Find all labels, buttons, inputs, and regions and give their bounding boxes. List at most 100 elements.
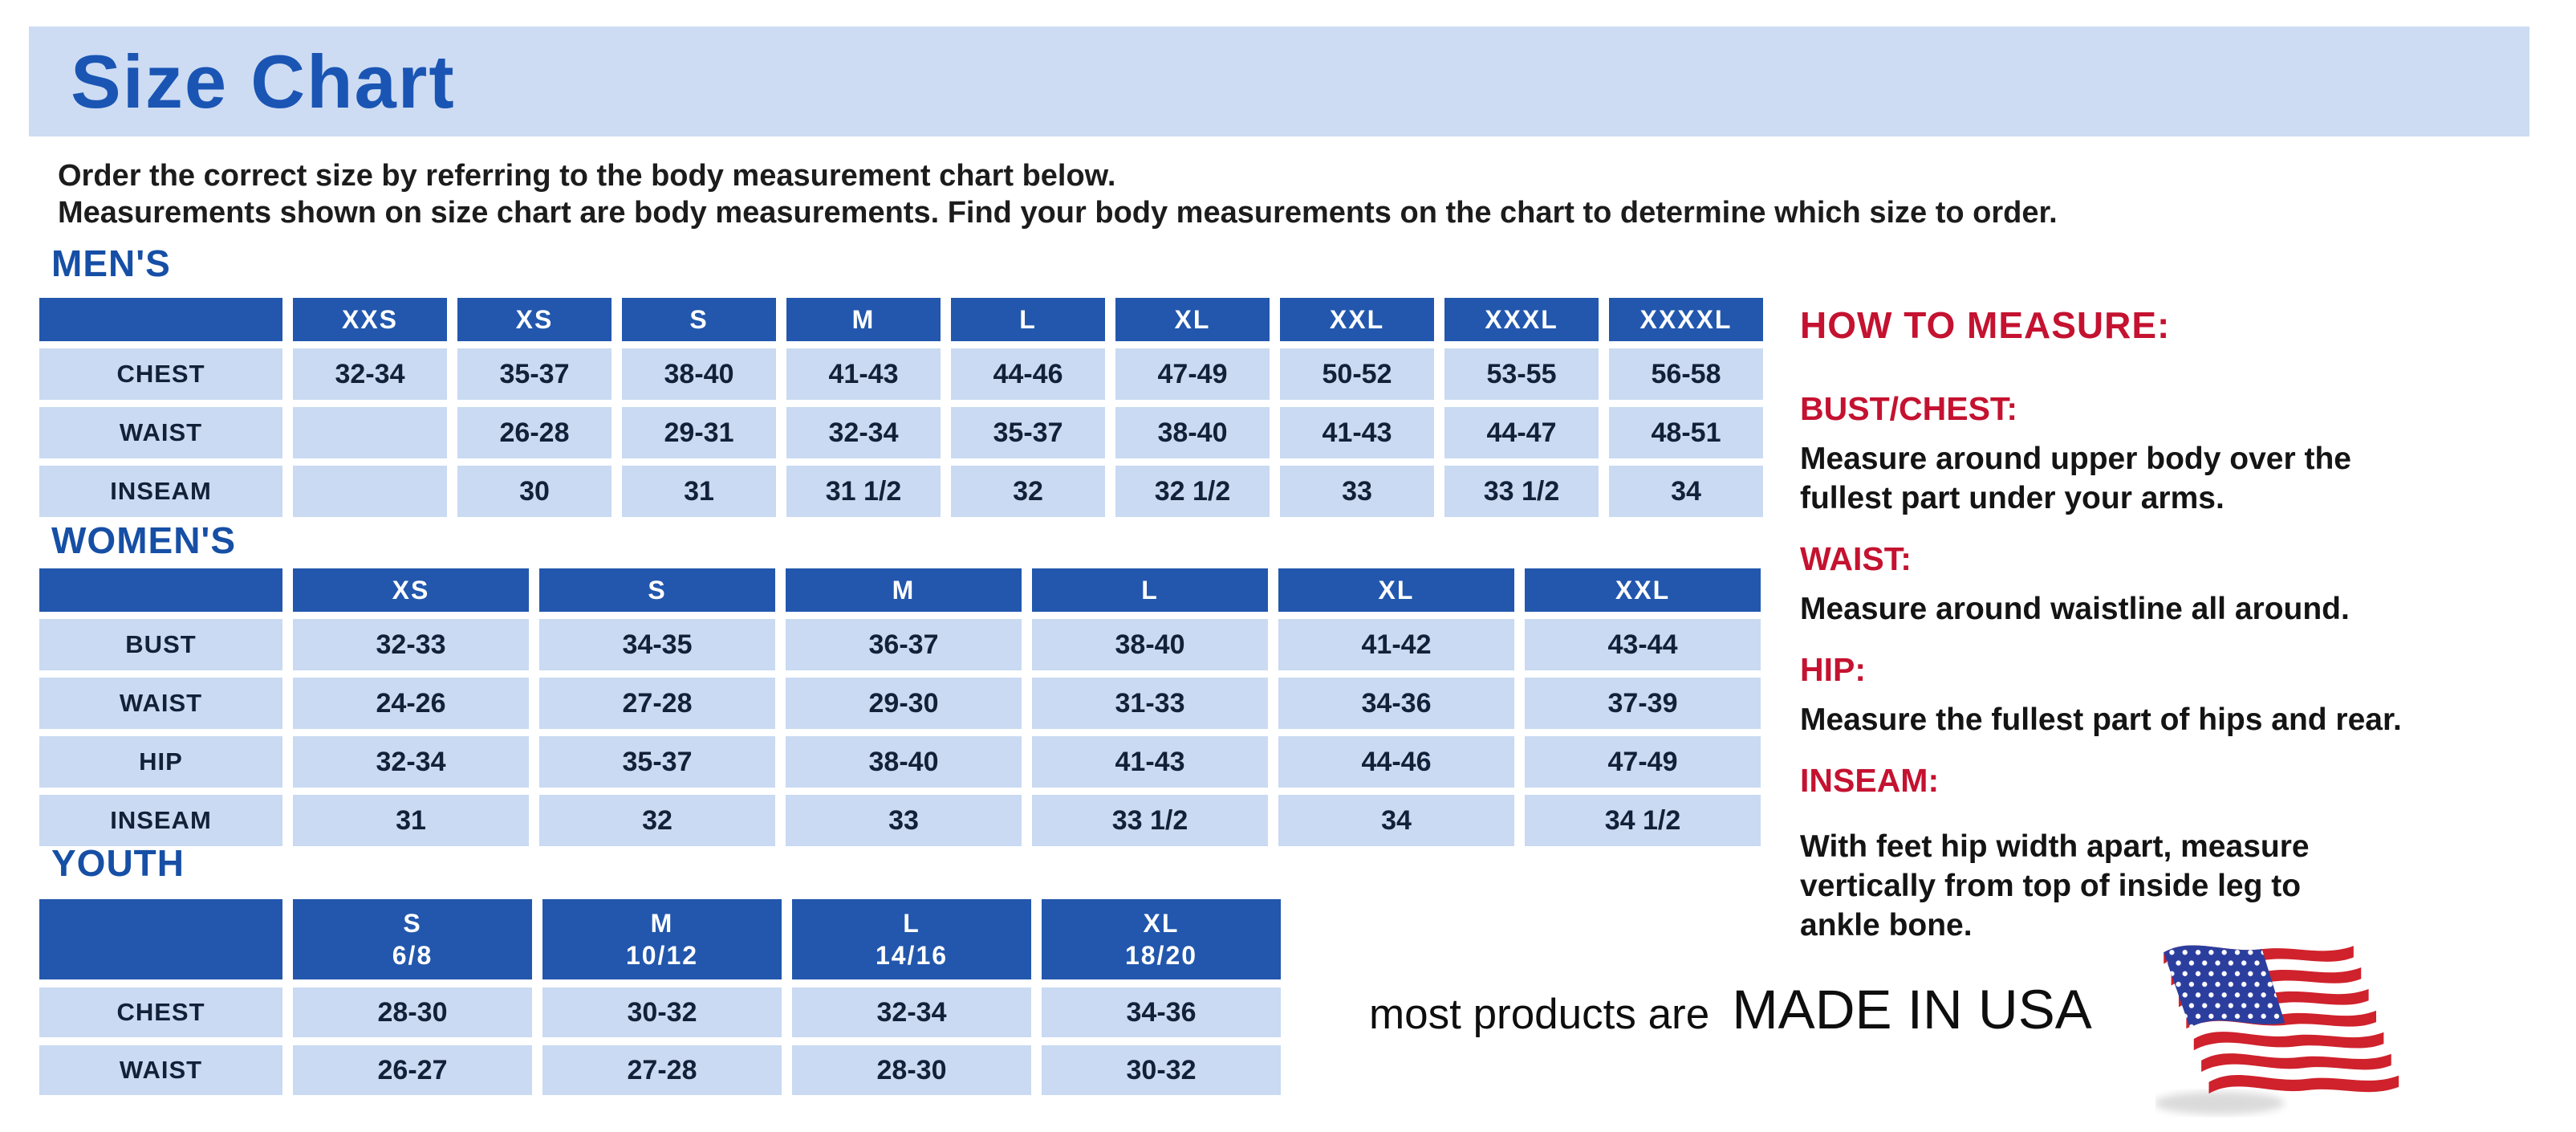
value-cell: 34-36: [1278, 678, 1514, 729]
value-cell: [293, 407, 447, 458]
us-flag-icon: [2153, 925, 2401, 1124]
value-cell: 30: [457, 466, 611, 517]
youth-size-table: S 6/8 M 10/12 L 14/16 XL 18/20 CHEST 28-30 30-…: [39, 899, 1281, 1095]
value-cell: 31: [293, 795, 529, 846]
value-cell: 41-42: [1278, 619, 1514, 670]
header-corner-cell: [39, 298, 282, 341]
measure-text-inseam: With feet hip width apart, measure verti…: [1800, 829, 2310, 943]
title-banner: Size Chart: [29, 26, 2529, 136]
measure-label-inseam: INSEAM:: [1800, 762, 1940, 799]
size-header-cell: L: [951, 298, 1105, 341]
size-header-cell: XXL: [1280, 298, 1434, 341]
how-to-measure-panel: HOW TO MEASURE: BUST/CHEST: Measure arou…: [1800, 303, 2576, 967]
value-cell: 32: [951, 466, 1105, 517]
value-cell: 30-32: [542, 987, 782, 1037]
value-cell: 37-39: [1525, 678, 1761, 729]
value-cell: 41-43: [1280, 407, 1434, 458]
value-cell: 32 1/2: [1115, 466, 1270, 517]
value-cell: 34: [1278, 795, 1514, 846]
row-label-cell: HIP: [39, 736, 282, 788]
size-header-cell: XS: [457, 298, 611, 341]
size-header-cell: M: [786, 298, 941, 341]
size-header-cell: XXXXL: [1609, 298, 1763, 341]
value-cell: 44-46: [1278, 736, 1514, 788]
value-cell: 33: [1280, 466, 1434, 517]
row-label-cell: CHEST: [39, 987, 282, 1037]
size-header-cell: S: [622, 298, 776, 341]
value-cell: 24-26: [293, 678, 529, 729]
value-cell: 26-27: [293, 1045, 532, 1095]
size-header-cell: XXXL: [1444, 298, 1599, 341]
size-header-cell: XL: [1115, 298, 1270, 341]
row-label-cell: WAIST: [39, 407, 282, 458]
size-header-cell: XXS: [293, 298, 447, 341]
page-title: Size Chart: [71, 39, 456, 124]
size-header-cell: S: [539, 568, 775, 612]
mens-size-table: XXS XS S M L XL XXL XXXL XXXXL CHEST 32-34 35-37 38-…: [39, 298, 1763, 517]
value-cell: 47-49: [1115, 348, 1270, 400]
value-cell: 32-33: [293, 619, 529, 670]
made-in-usa-line: most products are MADE IN USA: [1369, 978, 2092, 1041]
row-label-cell: CHEST: [39, 348, 282, 400]
size-header-cell: M: [786, 568, 1022, 612]
value-cell: 29-30: [786, 678, 1022, 729]
header-corner-cell: [39, 568, 282, 612]
value-cell: 53-55: [1444, 348, 1599, 400]
measure-section-inseam: INSEAM: With feet hip width apart, measu…: [1800, 762, 2576, 945]
value-cell: 44-46: [951, 348, 1105, 400]
size-header-cell: XS: [293, 568, 529, 612]
size-header-cell: S 6/8: [293, 899, 532, 979]
mens-section-heading: MEN'S: [51, 242, 171, 284]
row-label-cell: INSEAM: [39, 795, 282, 846]
row-label-cell: WAIST: [39, 1045, 282, 1095]
value-cell: 48-51: [1609, 407, 1763, 458]
value-cell: 41-43: [786, 348, 941, 400]
size-header-cell: M 10/12: [542, 899, 782, 979]
measure-label-bust-chest: BUST/CHEST:: [1800, 390, 2018, 427]
header-corner-cell: [39, 899, 282, 979]
measure-section-bust-chest: BUST/CHEST: Measure around upper body ov…: [1800, 390, 2576, 518]
value-cell: 43-44: [1525, 619, 1761, 670]
row-label-cell: INSEAM: [39, 466, 282, 517]
value-cell: 38-40: [622, 348, 776, 400]
measure-text-waist: Measure around waistline all around.: [1800, 592, 2350, 626]
value-cell: 27-28: [539, 678, 775, 729]
value-cell: 50-52: [1280, 348, 1434, 400]
intro-text: Order the correct size by referring to t…: [58, 157, 2058, 231]
value-cell: 34-36: [1042, 987, 1281, 1037]
size-header-cell: XL 18/20: [1042, 899, 1281, 979]
value-cell: 56-58: [1609, 348, 1763, 400]
value-cell: 29-31: [622, 407, 776, 458]
value-cell: 32-34: [293, 348, 447, 400]
value-cell: 41-43: [1032, 736, 1268, 788]
value-cell: 38-40: [1115, 407, 1270, 458]
size-header-cell: L 14/16: [792, 899, 1031, 979]
row-label-cell: WAIST: [39, 678, 282, 729]
value-cell: 36-37: [786, 619, 1022, 670]
value-cell: 26-28: [457, 407, 611, 458]
value-cell: 31-33: [1032, 678, 1268, 729]
value-cell: 47-49: [1525, 736, 1761, 788]
value-cell: 44-47: [1444, 407, 1599, 458]
how-to-measure-heading: HOW TO MEASURE:: [1800, 304, 2171, 346]
womens-size-table: XS S M L XL XXL BUST 32-33 34-35 36-37 38-40 41-42 4…: [39, 568, 1761, 846]
value-cell: 28-30: [293, 987, 532, 1037]
measure-section-hip: HIP: Measure the fullest part of hips an…: [1800, 651, 2576, 739]
intro-line-2: Measurements shown on size chart are bod…: [58, 196, 2058, 230]
value-cell: 35-37: [539, 736, 775, 788]
value-cell: 34-35: [539, 619, 775, 670]
value-cell: 32: [539, 795, 775, 846]
row-label-cell: BUST: [39, 619, 282, 670]
value-cell: 32-34: [786, 407, 941, 458]
value-cell: 35-37: [457, 348, 611, 400]
value-cell: 38-40: [786, 736, 1022, 788]
value-cell: 33: [786, 795, 1022, 846]
value-cell: 38-40: [1032, 619, 1268, 670]
value-cell: 28-30: [792, 1045, 1031, 1095]
made-in-usa-text: MADE IN USA: [1732, 979, 2092, 1040]
value-cell: [293, 466, 447, 517]
value-cell: 32-34: [293, 736, 529, 788]
value-cell: 32-34: [792, 987, 1031, 1037]
value-cell: 30-32: [1042, 1045, 1281, 1095]
